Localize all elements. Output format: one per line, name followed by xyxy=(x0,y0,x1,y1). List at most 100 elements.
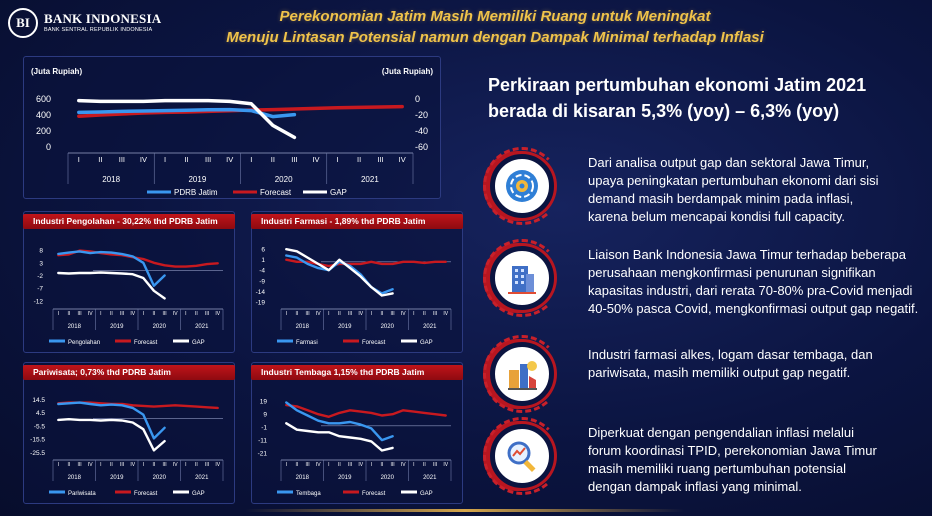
pariwisata-title-badge: Pariwisata; 0,73% thd PDRB Jatim xyxy=(23,365,235,380)
pengolahan-panel xyxy=(23,211,235,353)
chart-pariwisata: 14.54.5-5.5-15.5-25.5I II III IV I II III IV I II… xyxy=(30,397,224,497)
quarter-tick-label: II xyxy=(381,462,384,468)
quarter-tick-label: IV xyxy=(316,462,321,468)
y-tick-label: 1 xyxy=(261,257,265,264)
industry-pharmacy-icon xyxy=(508,361,537,390)
quarter-tick-label: III xyxy=(162,462,166,468)
quarter-tick-label: II xyxy=(338,462,341,468)
quarter-tick-label: III xyxy=(390,311,394,317)
quarter-tick-label: IV xyxy=(443,311,448,317)
quarter-tick-label: III xyxy=(77,462,81,468)
quarter-tick-label: IV xyxy=(358,462,363,468)
pengolahan-title-badge: Industri Pengolahan - 30,22% thd PDRB Ja… xyxy=(23,214,235,229)
left-tick-label: 600 xyxy=(36,94,51,104)
item-1-line-2: upaya peningkatan pertumbuhan ekonomi da… xyxy=(588,173,879,188)
quarter-tick-label: II xyxy=(271,155,275,164)
series-line-gap xyxy=(285,248,394,297)
item-4-line-4: dengan dampak inflasi yang minimal. xyxy=(588,479,802,494)
chart-pengolahan: 83-2-7-12I II III IV I II III IV I II III IV I II III I… xyxy=(34,248,224,346)
legend-label: GAP xyxy=(192,340,205,346)
quarter-tick-label: I xyxy=(185,462,186,468)
series-line-gap xyxy=(285,422,394,452)
quarter-tick-label: I xyxy=(336,155,338,164)
series-line-pariwisata xyxy=(57,401,166,440)
item-2-line-1: Liaison Bank Indonesia Jawa Timur terhad… xyxy=(588,247,906,262)
quarter-tick-label: II xyxy=(98,155,102,164)
quarter-tick-label: I xyxy=(371,311,372,317)
year-tick-label: 2019 xyxy=(110,475,124,481)
quarter-tick-label: IV xyxy=(173,311,178,317)
legend-label: GAP xyxy=(192,491,205,497)
logo-name: BANK INDONESIA xyxy=(44,11,162,26)
legend-label: GAP xyxy=(330,188,347,197)
quarter-tick-label: III xyxy=(348,462,352,468)
quarter-tick-label: III xyxy=(378,155,384,164)
quarter-tick-label: III xyxy=(305,462,309,468)
legend-label: Forecast xyxy=(260,188,292,197)
legend-label: Pengolahan xyxy=(68,340,100,346)
quarter-tick-label: I xyxy=(143,311,144,317)
quarter-tick-label: II xyxy=(153,311,156,317)
y-tick-label: -1 xyxy=(261,425,267,432)
y-tick-label: -5.5 xyxy=(34,423,46,430)
quarter-tick-label: I xyxy=(250,155,252,164)
quarter-tick-label: III xyxy=(291,155,297,164)
quarter-tick-label: IV xyxy=(443,462,448,468)
quarter-tick-label: I xyxy=(100,462,101,468)
quarter-tick-label: I xyxy=(58,462,59,468)
quarter-tick-label: II xyxy=(185,155,189,164)
heading-line-1: Perkiraan pertumbuhan ekonomi Jatim 2021 xyxy=(488,75,867,95)
year-tick-label: 2018 xyxy=(296,475,310,481)
y-tick-label: -25.5 xyxy=(30,450,45,457)
series-line-forecast xyxy=(285,258,447,268)
quarter-tick-label: II xyxy=(296,311,299,317)
left-tick-label: 400 xyxy=(36,110,51,120)
y-tick-label: 3 xyxy=(39,260,43,267)
quarter-tick-label: III xyxy=(120,462,124,468)
item-2-line-2: perusahaan mengkonfirmasi penurunan sign… xyxy=(588,265,876,280)
quarter-tick-label: II xyxy=(423,462,426,468)
item-4-line-2: forum koordinasi TPID, perekonomian Jawa… xyxy=(588,443,877,458)
chart-farmasi: 61-4-9-14-19I II III IV I II III IV I II III IV I II I… xyxy=(256,247,452,346)
heading-line-2: berada di kisaran 5,3% (yoy) – 6,3% (yoy… xyxy=(488,101,840,121)
quarter-tick-label: I xyxy=(413,462,414,468)
quarter-tick-label: I xyxy=(58,311,59,317)
y-tick-label: -14 xyxy=(256,289,266,296)
pariwisata-panel xyxy=(23,362,235,504)
quarter-tick-label: III xyxy=(433,462,437,468)
quarter-tick-label: III xyxy=(305,311,309,317)
left-axis-label: (Juta Rupiah) xyxy=(31,67,82,76)
quarter-tick-label: I xyxy=(413,311,414,317)
quarter-tick-label: II xyxy=(195,462,198,468)
quarter-tick-label: IV xyxy=(88,311,93,317)
tembaga-title-badge: Industri Tembaga 1,15% thd PDRB Jatim xyxy=(251,365,463,380)
item-3-line-1: Industri farmasi alkes, logam dasar temb… xyxy=(588,347,873,362)
year-tick-label: 2018 xyxy=(102,175,120,184)
year-tick-label: 2018 xyxy=(68,475,82,481)
item-3-line-2: pariwisata, masih memiliki output gap ne… xyxy=(588,365,851,380)
legend-label: Forecast xyxy=(362,340,386,346)
year-tick-label: 2021 xyxy=(195,324,209,330)
quarter-tick-label: III xyxy=(120,311,124,317)
quarter-tick-label: I xyxy=(164,155,166,164)
quarter-tick-label: I xyxy=(286,462,287,468)
quarter-tick-label: II xyxy=(423,311,426,317)
legend-label: GAP xyxy=(420,491,433,497)
y-tick-label: 9 xyxy=(263,412,267,419)
y-tick-label: -21 xyxy=(258,451,268,458)
item-4-line-1: Diperkuat dengan pengendalian inflasi me… xyxy=(588,425,854,440)
quarter-tick-label: IV xyxy=(130,462,135,468)
bottom-accent-line xyxy=(245,509,685,512)
chart-tembaga: 199-1-11-21I II III IV I II III IV I II III IV I II II… xyxy=(258,399,452,497)
year-tick-label: 2019 xyxy=(110,324,124,330)
year-tick-label: 2020 xyxy=(381,324,395,330)
series-line-forecast xyxy=(57,249,219,268)
quarter-tick-label: III xyxy=(205,155,211,164)
quarter-tick-label: IV xyxy=(88,462,93,468)
year-tick-label: 2021 xyxy=(361,175,379,184)
quarter-tick-label: III xyxy=(119,155,125,164)
farmasi-panel xyxy=(251,211,463,353)
series-line-tembaga xyxy=(285,401,394,442)
y-tick-label: -19 xyxy=(256,299,266,306)
legend-label: Pariwisata xyxy=(68,491,96,497)
